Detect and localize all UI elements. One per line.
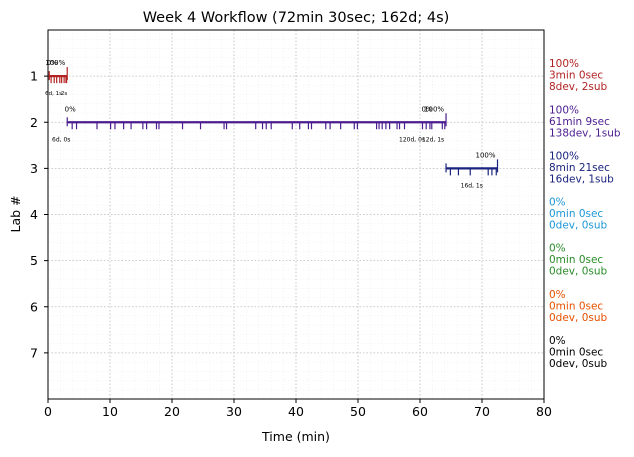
x-tick-label: 30 [226, 404, 242, 419]
lane-sub-label: 2s [61, 91, 67, 97]
lane-sub-label: 120d, 0s [399, 136, 425, 143]
y-axis-label: Lab # [8, 195, 23, 232]
y-tick-label: 3 [30, 161, 38, 176]
y-tick-label: 1 [30, 69, 38, 84]
summary-line: 0% [549, 197, 566, 209]
lane-lab-3: 100% 16d, 1s [445, 151, 499, 189]
x-tick-label: 10 [102, 404, 118, 419]
y-axis: 1 2 3 4 5 6 7 [30, 69, 48, 360]
lane-start-pct: 0% [65, 105, 76, 113]
summary-line: 3min 0sec [549, 70, 603, 82]
summary-line: 61min 9sec [549, 116, 610, 128]
summary-line: 0dev, 0sub [549, 266, 608, 278]
x-tick-label: 40 [288, 404, 304, 419]
summary-line: 0% [549, 289, 566, 301]
summary-line: 0dev, 0sub [549, 312, 608, 324]
summary-line: 100% [549, 58, 579, 70]
summary-line: 100% [549, 104, 579, 116]
x-tick-label: 70 [474, 404, 490, 419]
lane-sub-label: 6d, 0s [52, 136, 70, 143]
summary-line: 8dev, 2sub [549, 81, 608, 93]
summary-line: 100% [549, 150, 579, 162]
summary-line: 0min 0sec [549, 254, 603, 266]
x-tick-label: 50 [350, 404, 366, 419]
y-tick-label: 6 [30, 299, 38, 314]
summary-line: 0% [549, 243, 566, 255]
x-tick-label: 60 [412, 404, 428, 419]
lane-sub-label: 12d, 1s [422, 136, 444, 143]
y-tick-label: 2 [30, 115, 38, 130]
x-tick-label: 0 [44, 404, 52, 419]
summary-line: 0dev, 0sub [549, 358, 608, 370]
lane-mid-pct: 0% [421, 105, 432, 113]
lane-end-pct: 100% [45, 59, 65, 67]
lane-start-pct: 0% [47, 59, 58, 67]
lane-sub-label: 6d, 1s [45, 91, 62, 97]
y-tick-label: 4 [30, 207, 38, 222]
x-tick-label: 80 [536, 404, 552, 419]
x-axis: 0 10 20 30 40 50 60 70 80 [44, 399, 552, 419]
lane-end-pct: 100% [424, 105, 444, 113]
lane-sub-label: 16d, 1s [461, 182, 483, 189]
summary-line: 0min 0sec [549, 346, 603, 358]
summary-line: 0min 0sec [549, 208, 603, 220]
summary-line: 0dev, 0sub [549, 220, 608, 232]
y-tick-label: 7 [30, 345, 38, 360]
lane-end-pct: 100% [475, 151, 495, 159]
summary-line: 16dev, 1sub [549, 173, 614, 185]
y-tick-label: 5 [30, 253, 38, 268]
summary-line: 8min 21sec [549, 162, 610, 174]
chart-title: Week 4 Workflow (72min 30sec; 162d; 4s) [143, 10, 450, 26]
x-tick-label: 20 [164, 404, 180, 419]
summary-line: 0% [549, 335, 566, 347]
x-axis-label: Time (min) [261, 429, 330, 444]
summary-line: 0min 0sec [549, 300, 603, 312]
major-grid [47, 30, 545, 399]
summary-line: 138dev, 1sub [549, 127, 621, 139]
